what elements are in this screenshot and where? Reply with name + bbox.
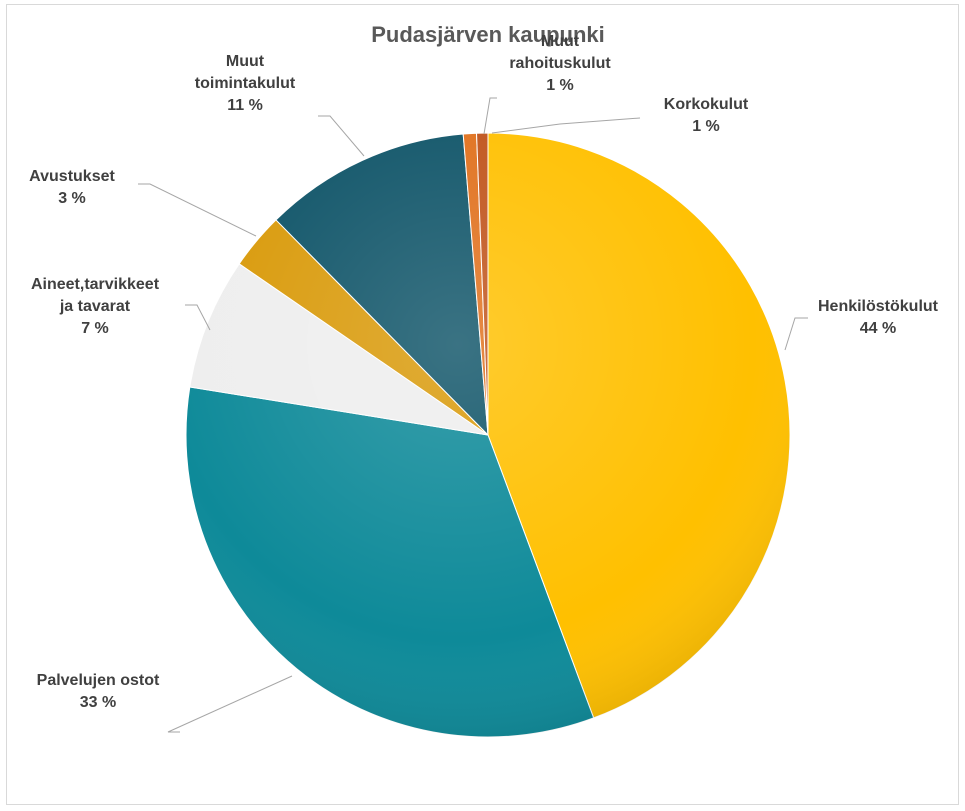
data-label: Avustukset 3 % [29,168,115,207]
data-label: Muut toimintakulut 11 % [195,53,296,114]
leader-line [784,317,808,351]
chart-title: Pudasjärven kaupunki [371,22,605,47]
data-label-category: toimintakulut [195,75,296,92]
data-label-value: 3 % [58,190,86,207]
data-label-value: 1 % [692,118,720,135]
pie-gloss [186,133,790,737]
data-label-category: Henkilöstökulut [818,298,939,315]
data-label-category: ja tavarat [59,298,131,315]
data-label-value: 33 % [80,694,116,711]
leader-line [138,183,257,237]
leader-line [491,117,641,134]
data-label: Henkilöstökulut 44 % [818,298,939,337]
data-labels: Henkilöstökulut 44 % Palvelujen ostot 33 % A… [29,33,939,711]
data-label-value: 11 % [227,97,263,114]
leader-line [167,675,293,733]
data-label-value: 1 % [546,77,574,94]
leader-line [318,115,365,157]
leader-line [483,97,497,135]
data-label: Aineet,tarvikkeet ja tavarat 7 % [31,276,160,337]
data-label-category: Avustukset [29,168,115,185]
data-label-value: 7 % [81,320,109,337]
data-label: Palvelujen ostot 33 % [37,672,160,711]
data-label-category: Muut [226,53,265,70]
data-label: Muut rahoituskulut 1 % [509,33,611,94]
data-label-value: 44 % [860,320,896,337]
leader-line [185,304,211,331]
leader-lines [138,97,808,733]
data-label-category: rahoituskulut [509,55,611,72]
data-label-category: Muut [541,33,580,50]
data-label-category: Aineet,tarvikkeet [31,276,160,293]
data-label: Korkokulut 1 % [664,96,749,135]
data-label-category: Korkokulut [664,96,749,113]
data-label-category: Palvelujen ostot [37,672,160,689]
